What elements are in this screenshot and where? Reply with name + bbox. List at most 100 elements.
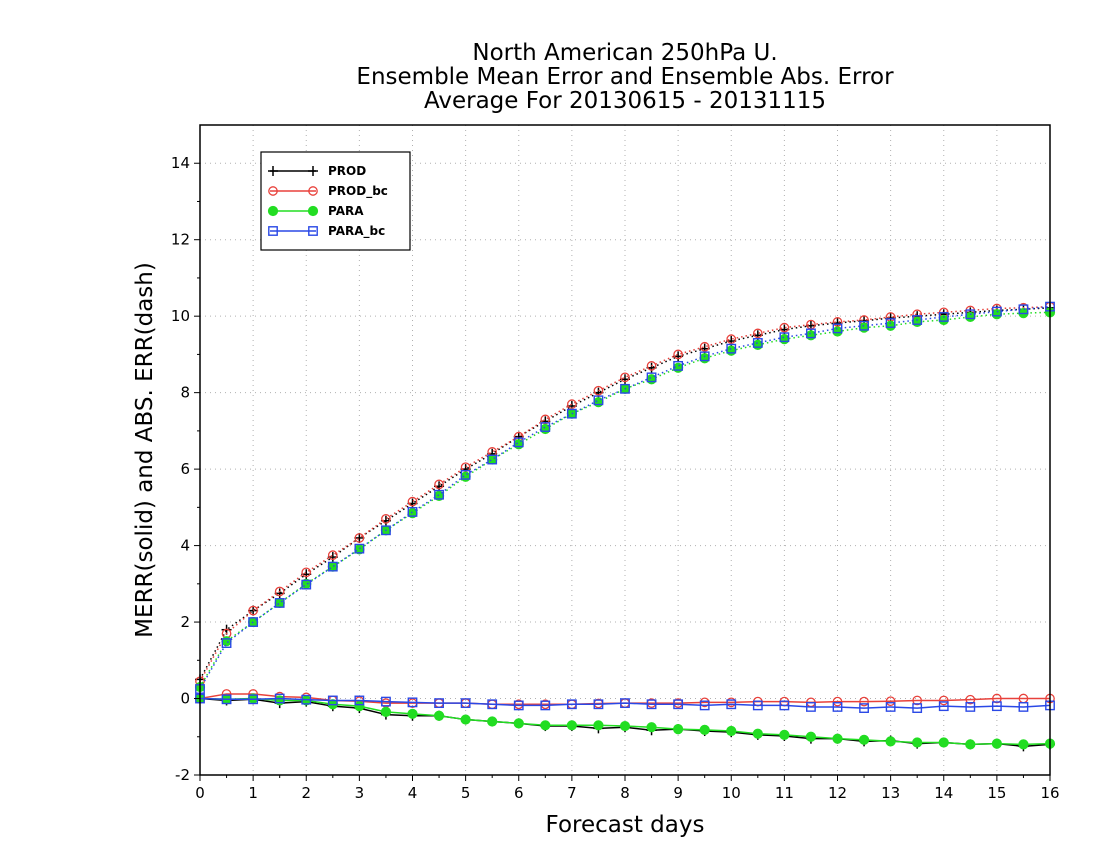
- data-point-merr-para-bc: [566, 699, 577, 710]
- data-point-merr-para-bc: [381, 696, 391, 707]
- data-point-abs-err-para-bc: [832, 323, 843, 334]
- data-point-merr-para: [407, 708, 418, 719]
- data-point-merr-prod-bc: [992, 693, 1002, 704]
- data-point-merr-para-bc: [832, 702, 843, 712]
- data-point-merr-para: [460, 714, 471, 725]
- x-tick-label: 4: [408, 784, 418, 802]
- data-point-merr-para: [646, 722, 657, 733]
- data-point-merr-para: [832, 733, 843, 744]
- data-point-merr-para: [965, 739, 976, 750]
- data-point-merr-para-bc: [540, 700, 551, 711]
- x-tick-label: 8: [620, 784, 630, 802]
- x-tick-label: 3: [355, 784, 365, 802]
- data-point-abs-err-prod-bc: [327, 550, 338, 560]
- data-point-abs-err-prod-bc: [540, 414, 551, 425]
- data-point-merr-prod-bc: [832, 696, 843, 707]
- data-point-abs-err-para-bc: [885, 318, 896, 328]
- data-point-abs-err-para-bc: [566, 408, 577, 419]
- data-point-abs-err-para-bc: [752, 338, 763, 348]
- data-point-abs-err-para-bc: [912, 315, 923, 325]
- series-line-abs-err-prod: [199, 307, 1051, 680]
- series-para-bc: [195, 301, 1055, 713]
- y-tick-label: -2: [175, 766, 190, 784]
- data-point-abs-err-prod-bc: [620, 372, 630, 383]
- data-point-abs-err-para-bc: [460, 469, 471, 480]
- legend-box: [260, 151, 411, 251]
- data-point-abs-err-prod-bc: [354, 533, 365, 543]
- data-point-abs-err-para-bc: [699, 351, 710, 362]
- x-tick-label: 7: [567, 784, 577, 802]
- data-point-abs-err-prod-bc: [779, 322, 790, 333]
- legend-item-prod-bc: PROD_bc: [268, 184, 388, 199]
- data-point-abs-err-para-bc: [620, 383, 630, 394]
- data-point-abs-err-para: [593, 397, 604, 408]
- legend-marker: [308, 166, 318, 176]
- data-point-merr-para: [779, 729, 790, 740]
- x-tick-label: 1: [248, 784, 258, 802]
- data-point-abs-err-prod-bc: [301, 567, 312, 578]
- data-point-merr-para-bc: [673, 699, 684, 710]
- x-tick-label: 12: [828, 784, 847, 802]
- legend-label: PROD_bc: [328, 184, 388, 199]
- data-point-merr-para-bc: [248, 694, 259, 705]
- data-point-merr-para-bc: [646, 699, 657, 710]
- x-tick-label: 16: [1040, 784, 1059, 802]
- data-point-abs-err-para: [858, 322, 870, 333]
- legend-item-para: PARA: [267, 204, 364, 218]
- data-point-merr-para-bc: [301, 694, 312, 705]
- data-point-abs-err-para-bc: [434, 489, 444, 500]
- data-point-abs-err-para: [513, 439, 524, 450]
- data-point-merr-para-bc: [354, 695, 365, 706]
- x-tick-label: 5: [461, 784, 471, 802]
- data-point-abs-err-para-bc: [938, 312, 949, 322]
- data-point-merr-para-bc: [327, 695, 338, 706]
- series-line-abs-err-para-bc: [199, 305, 1051, 690]
- data-point-merr-para-bc: [487, 699, 498, 710]
- data-point-abs-err-para-bc: [407, 507, 418, 517]
- x-tick-label: 14: [934, 784, 953, 802]
- data-point-abs-err-para-bc: [859, 320, 869, 331]
- data-point-abs-err-para: [912, 316, 923, 328]
- data-point-merr-para-bc: [779, 700, 790, 711]
- data-point-abs-err-para-bc: [487, 454, 498, 465]
- data-point-abs-err-prod-bc: [460, 462, 471, 473]
- data-point-abs-err-para-bc: [673, 360, 684, 371]
- x-tick-label: 9: [673, 784, 683, 802]
- data-point-merr-para: [938, 737, 949, 748]
- legend-item-para-bc: PARA_bc: [268, 224, 385, 239]
- data-point-abs-err-prod-bc: [593, 385, 604, 396]
- data-point-merr-para-bc: [912, 703, 923, 713]
- data-point-merr-para: [991, 738, 1002, 749]
- data-point-merr-para: [912, 737, 923, 748]
- data-point-merr-para-bc: [460, 698, 471, 709]
- data-point-merr-para: [566, 720, 577, 731]
- data-point-abs-err-prod: [354, 532, 365, 543]
- data-point-merr-para-bc: [620, 698, 630, 709]
- data-point-abs-err-prod-bc: [434, 479, 444, 490]
- data-point-merr-para-bc: [859, 703, 869, 713]
- data-point-merr-para: [380, 706, 392, 718]
- data-point-abs-err-para: [327, 561, 338, 572]
- legend-marker: [268, 166, 278, 176]
- y-tick-label: 6: [180, 460, 190, 478]
- data-point-merr-para-bc: [593, 699, 604, 710]
- data-point-abs-err-prod-bc: [567, 399, 577, 409]
- data-point-abs-err-para-bc: [540, 422, 551, 432]
- data-point-merr-para-bc: [726, 699, 737, 710]
- data-point-merr-para-bc: [221, 694, 232, 705]
- data-point-merr-para-bc: [965, 702, 976, 712]
- data-point-merr-para-bc: [274, 693, 285, 704]
- data-point-abs-err-prod-bc: [407, 496, 418, 507]
- data-point-abs-err-para-bc: [354, 543, 365, 554]
- data-point-abs-err-para: [274, 597, 285, 609]
- data-point-merr-para: [354, 701, 365, 712]
- data-point-merr-prod-bc: [912, 695, 923, 706]
- x-tick-label: 11: [775, 784, 794, 802]
- data-point-abs-err-prod-bc: [673, 349, 683, 360]
- x-tick-label: 6: [514, 784, 524, 802]
- data-point-abs-err-para: [779, 334, 790, 345]
- legend-marker: [308, 226, 318, 236]
- x-axis-label: Forecast days: [546, 812, 705, 838]
